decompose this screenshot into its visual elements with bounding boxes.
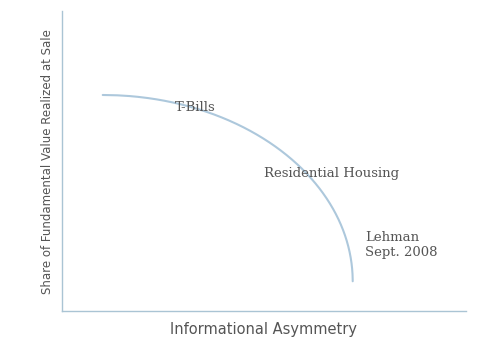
Text: Lehman
Sept. 2008: Lehman Sept. 2008 <box>365 231 437 259</box>
Text: Residential Housing: Residential Housing <box>264 167 399 180</box>
X-axis label: Informational Asymmetry: Informational Asymmetry <box>170 323 358 337</box>
Text: T-Bills: T-Bills <box>175 101 216 114</box>
Y-axis label: Share of Fundamental Value Realized at Sale: Share of Fundamental Value Realized at S… <box>41 29 54 294</box>
